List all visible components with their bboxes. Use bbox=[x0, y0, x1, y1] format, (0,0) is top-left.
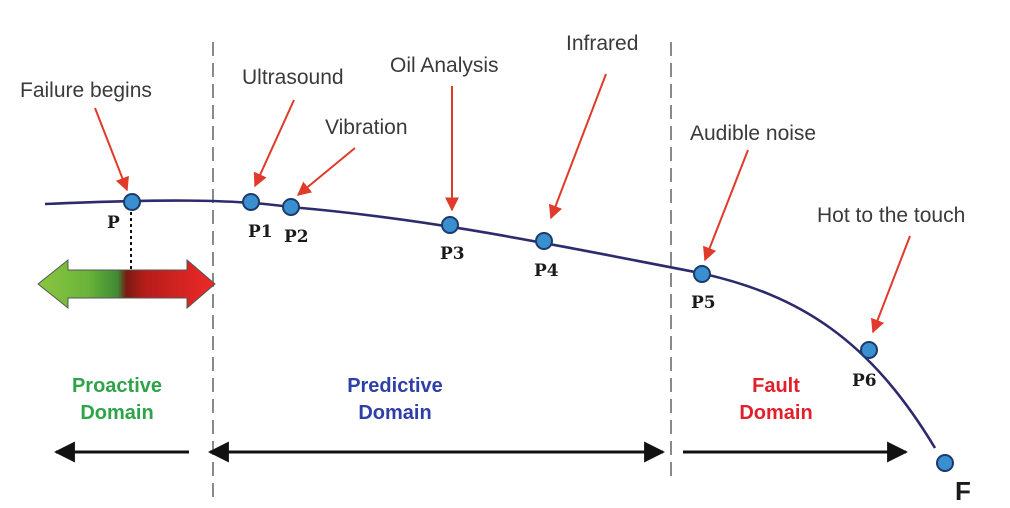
annotation-vibration: Vibration bbox=[325, 116, 408, 139]
arrow-vibration bbox=[296, 147, 356, 196]
label-p: P bbox=[107, 213, 120, 233]
label-p5: P5 bbox=[691, 293, 716, 313]
domain-proactive-line1: Proactive bbox=[72, 375, 162, 397]
label-p3: P3 bbox=[440, 244, 465, 264]
annotation-hot-to-touch: Hot to the touch bbox=[817, 204, 965, 227]
proactive-double-arrow bbox=[37, 258, 216, 310]
arrow-audible-noise bbox=[703, 149, 749, 262]
annotation-ultrasound: Ultrasound bbox=[242, 66, 344, 89]
annotation-audible-noise: Audible noise bbox=[690, 122, 816, 145]
domain-proactive-line2: Domain bbox=[80, 402, 153, 424]
pf-curve bbox=[44, 199, 937, 449]
point-p bbox=[123, 193, 141, 211]
point-p6 bbox=[860, 341, 878, 359]
point-p1 bbox=[242, 193, 260, 211]
domain-fault-line2: Domain bbox=[739, 402, 812, 424]
label-p4: P4 bbox=[534, 261, 559, 281]
arrow-hot-to-touch bbox=[870, 235, 911, 334]
arrow-infrared bbox=[548, 73, 607, 220]
label-f: F bbox=[955, 476, 971, 506]
point-p2 bbox=[282, 198, 300, 216]
point-p3 bbox=[441, 216, 459, 234]
label-p1: P1 bbox=[248, 222, 273, 242]
point-f bbox=[936, 454, 954, 472]
label-p2: P2 bbox=[284, 227, 309, 247]
annotation-infrared: Infrared bbox=[566, 32, 638, 55]
arrow-ultrasound bbox=[253, 99, 295, 188]
annotation-oil-analysis: Oil Analysis bbox=[390, 54, 499, 77]
arrow-failure-begins bbox=[94, 107, 129, 192]
annotation-failure-begins: Failure begins bbox=[20, 79, 152, 102]
label-p6: P6 bbox=[852, 371, 877, 391]
domain-fault-line1: Fault bbox=[752, 375, 800, 397]
domain-predictive-line2: Domain bbox=[358, 402, 431, 424]
point-p5 bbox=[693, 265, 711, 283]
point-p4 bbox=[535, 232, 553, 250]
domain-predictive-line1: Predictive bbox=[347, 375, 443, 397]
